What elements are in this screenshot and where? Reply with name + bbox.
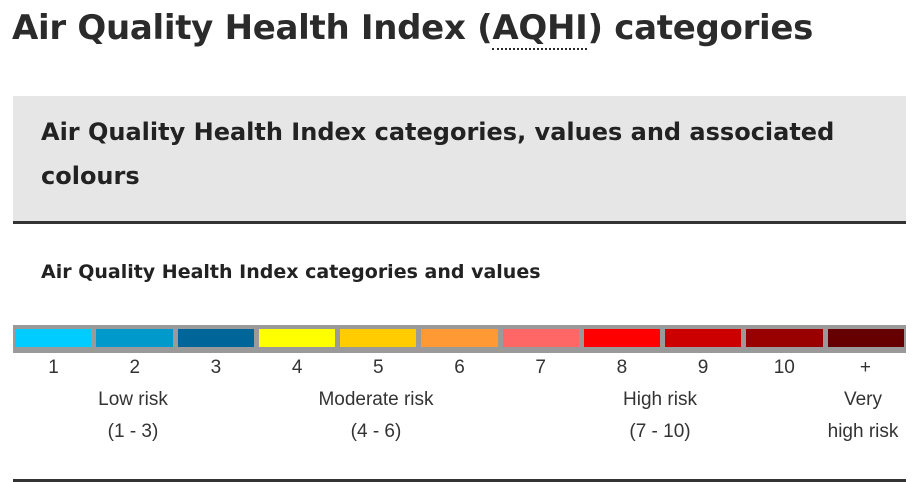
aqhi-abbreviation[interactable]: AQHI — [492, 8, 588, 50]
colour-swatch-10 — [746, 329, 823, 347]
category-very-high-risk: Very high risk — [818, 384, 908, 448]
colour-swatch-4 — [258, 329, 336, 347]
colour-swatch-7 — [502, 329, 579, 347]
colour-swatch-1 — [15, 329, 92, 347]
table-caption: Air Quality Health Index categories, val… — [13, 96, 906, 224]
colour-swatch-9 — [665, 329, 742, 347]
category-range: (1 - 3) — [107, 421, 159, 442]
aqhi-categories-table: Air Quality Health Index categories, val… — [13, 96, 906, 482]
table-subheading: Air Quality Health Index categories and … — [41, 261, 541, 283]
scale-value: 8 — [616, 357, 628, 378]
scale-value: + — [859, 357, 872, 378]
colour-scale — [13, 325, 906, 353]
scale-value: 7 — [535, 357, 546, 378]
category-low-risk: Low risk (1 - 3) — [13, 384, 253, 448]
scale-value: 3 — [210, 357, 222, 378]
table-bottom-border — [13, 479, 906, 482]
category-moderate-risk: Moderate risk (4 - 6) — [256, 384, 496, 448]
category-name: Moderate risk — [318, 389, 434, 410]
colour-swatch-2 — [96, 329, 173, 347]
scale-value: 6 — [454, 357, 465, 378]
scale-value: 1 — [48, 357, 59, 378]
scale-value: 2 — [129, 357, 141, 378]
scale-value: 10 — [773, 357, 795, 378]
colour-swatch-6 — [421, 329, 498, 347]
category-name: Low risk — [98, 389, 168, 410]
page-title-prefix: Air Quality Health Index ( — [12, 8, 493, 48]
scale-value: 5 — [373, 357, 384, 378]
category-name: High risk — [623, 389, 697, 410]
colour-swatch-8 — [583, 329, 661, 347]
scale-value: 4 — [291, 357, 303, 378]
scale-values-row: 1 2 3 4 5 6 7 8 9 10 + — [13, 355, 906, 381]
category-range: (7 - 10) — [629, 421, 691, 442]
page-title-suffix: ) categories — [587, 8, 814, 48]
category-high-risk: High risk (7 - 10) — [580, 384, 740, 448]
category-range: (4 - 6) — [350, 421, 402, 442]
colour-swatch-plus — [827, 329, 904, 347]
category-range: high risk — [827, 421, 899, 442]
colour-swatch-5 — [340, 329, 417, 347]
category-name: Very — [843, 389, 883, 410]
page-title: Air Quality Health Index (AQHI) categori… — [12, 4, 813, 52]
colour-swatch-3 — [177, 329, 254, 347]
scale-value: 9 — [697, 357, 709, 378]
table-caption-text: Air Quality Health Index categories, val… — [41, 118, 835, 190]
